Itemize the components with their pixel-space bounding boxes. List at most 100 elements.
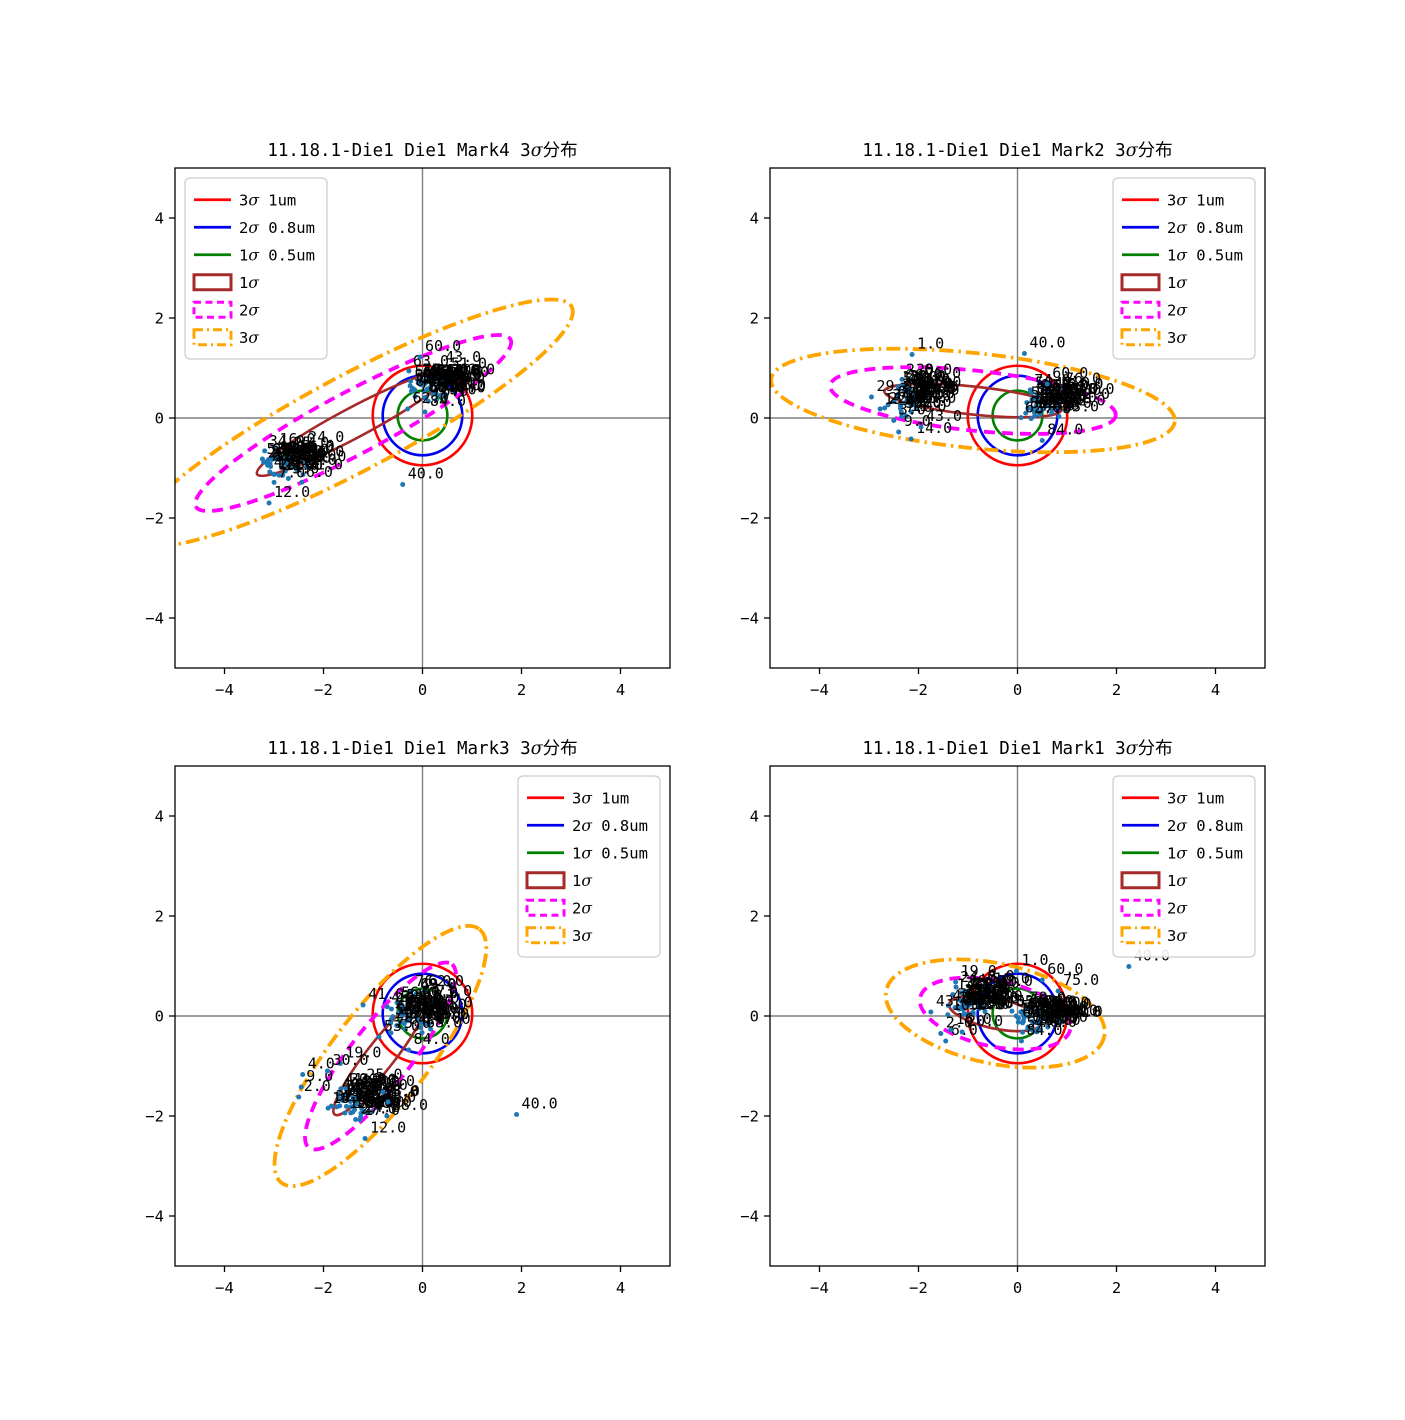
scatter-point xyxy=(280,458,286,464)
point-label: 56.0 xyxy=(401,984,437,1002)
point-label: 76.0 xyxy=(1041,1013,1077,1031)
scatter-point xyxy=(446,379,452,385)
point-label: 16.0 xyxy=(994,970,1030,988)
x-tick-label: 2 xyxy=(1112,681,1121,699)
x-tick-label: −4 xyxy=(215,681,234,699)
scatter-point xyxy=(898,403,904,409)
point-label: 47.0 xyxy=(1054,374,1090,392)
x-tick-label: 4 xyxy=(1211,681,1220,699)
point-label: 67.0 xyxy=(1040,387,1076,405)
point-label: 27.0 xyxy=(959,989,995,1007)
scatter-point xyxy=(1026,1014,1032,1020)
point-label: 23.0 xyxy=(271,443,307,461)
point-label: 30.0 xyxy=(282,439,318,457)
y-tick-label: 0 xyxy=(155,410,164,428)
point-label: 76.0 xyxy=(432,382,468,400)
point-label: 49.0 xyxy=(433,1005,469,1023)
y-tick-label: 2 xyxy=(750,908,759,926)
point-label: 17.0 xyxy=(964,981,1000,999)
point-label: 75.0 xyxy=(1063,971,1099,989)
legend-patch-sample xyxy=(1120,926,1161,945)
scatter-point xyxy=(1055,988,1061,994)
point-label: 57.0 xyxy=(450,376,486,394)
low-die-cluster: 1.02.03.04.05.06.07.08.09.010.011.012.01… xyxy=(259,428,346,485)
point-label: 44.0 xyxy=(411,1001,447,1019)
point-label: 78.0 xyxy=(1051,386,1087,404)
y-tick-label: 4 xyxy=(155,210,164,228)
scatter-point xyxy=(1029,1019,1035,1025)
point-label: 57.0 xyxy=(1035,400,1071,418)
scatter-point xyxy=(416,376,422,382)
point-label: 41.0 xyxy=(307,455,343,473)
point-label: 50.0 xyxy=(1035,374,1071,392)
point-label: 31.0 xyxy=(915,372,951,390)
point-label: 60.0 xyxy=(1052,1008,1088,1026)
point-label: 4.0 xyxy=(274,453,301,471)
point-label: 38.0 xyxy=(392,1096,428,1114)
point-label: 73.0 xyxy=(1046,391,1082,409)
point-label: 4.0 xyxy=(969,987,996,1005)
scatter-point xyxy=(1062,408,1068,414)
scatter-point xyxy=(343,1103,349,1109)
scatter-point xyxy=(408,988,414,994)
scatter-point xyxy=(1033,1010,1039,1016)
scatter-point xyxy=(398,1019,404,1025)
point-label: 47.0 xyxy=(444,361,480,379)
point-label: 19.0 xyxy=(969,972,1005,990)
point-label: 35.0 xyxy=(906,394,942,412)
point-label: 43.0 xyxy=(445,348,481,366)
point-label: 55.0 xyxy=(431,363,467,381)
axes-ticks: −4 −4 −2 −2 0 0 2 2 4 4 xyxy=(145,808,625,1298)
point-label: 39.0 xyxy=(902,375,938,393)
point-label: 53.0 xyxy=(1053,377,1089,395)
point-label: 10.0 xyxy=(347,1076,383,1094)
point-label: 5.0 xyxy=(347,1082,374,1100)
labeled-outliers: 40.012.04.09.02.0 1.08.038.027.041.053.08… xyxy=(296,985,558,1141)
point-label: 18.0 xyxy=(974,986,1010,1004)
x-tick-label: 4 xyxy=(616,681,625,699)
point-label: 84.0 xyxy=(1049,387,1085,405)
point-label: 3.0 xyxy=(292,460,319,478)
sigma-ellipse-2sigma xyxy=(917,975,1073,1052)
scatter-point xyxy=(945,1012,951,1018)
point-label: 78.0 xyxy=(412,1002,448,1020)
point-label: 1.0 xyxy=(388,1072,415,1090)
scatter-point xyxy=(301,458,307,464)
sigma-ellipse-2sigma xyxy=(303,960,458,1152)
scatter-point xyxy=(1060,1019,1066,1025)
point-label: 27.0 xyxy=(361,1100,397,1118)
point-label: 50.0 xyxy=(1041,1002,1077,1020)
point-label: 63.0 xyxy=(405,995,441,1013)
scatter-point xyxy=(868,394,874,400)
point-label: 62.0 xyxy=(413,389,449,407)
point-label: 5.0 xyxy=(967,986,994,1004)
scatter-point xyxy=(298,1084,304,1090)
point-label: 20.0 xyxy=(275,439,311,457)
scatter-point xyxy=(1028,416,1034,422)
scatter-point xyxy=(412,393,418,399)
labeled-outliers: 40.012.060.062.084.0 xyxy=(266,337,466,506)
x-tick-label: −2 xyxy=(909,681,928,699)
scatter-point xyxy=(444,371,450,377)
scatter-point xyxy=(399,1006,405,1012)
scatter-point xyxy=(953,979,959,985)
point-label: 80.0 xyxy=(1040,1004,1076,1022)
scatter-point xyxy=(911,394,917,400)
point-label: 21.0 xyxy=(344,1087,380,1105)
point-label: 17.0 xyxy=(274,445,310,463)
point-label: 22.0 xyxy=(966,982,1002,1000)
scatter-point xyxy=(293,462,299,468)
scatter-point xyxy=(276,472,282,478)
point-label: 43.0 xyxy=(1044,394,1080,412)
point-label: 31.0 xyxy=(971,987,1007,1005)
point-label: 62.0 xyxy=(428,972,464,990)
point-label: 72.0 xyxy=(1061,389,1097,407)
point-label: 42.0 xyxy=(905,393,941,411)
point-label: 71.0 xyxy=(425,1004,461,1022)
scatter-point xyxy=(1039,438,1045,443)
scatter-point xyxy=(443,394,449,400)
point-label: 80.0 xyxy=(1041,376,1077,394)
point-label: 35.0 xyxy=(970,995,1006,1013)
scatter-point xyxy=(428,385,434,391)
